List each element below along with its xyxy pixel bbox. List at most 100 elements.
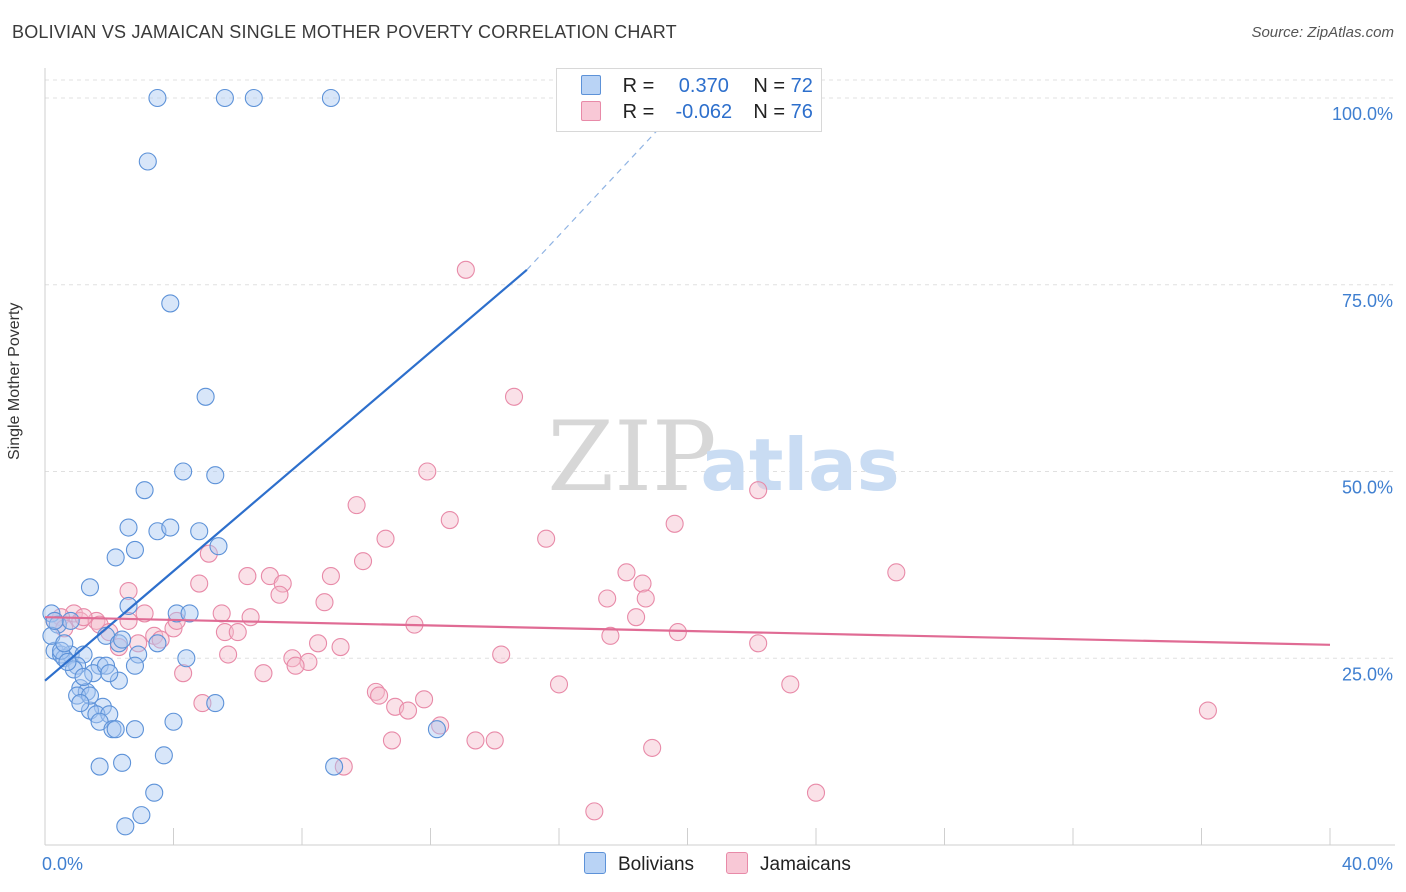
bolivian-point: [190, 522, 209, 541]
bolivian-point: [164, 712, 183, 731]
bolivian-point: [167, 604, 186, 623]
jamaican-point: [504, 387, 524, 406]
jamaican-point: [270, 585, 289, 604]
jamaican-point: [633, 574, 652, 593]
jamaican-point: [382, 731, 402, 750]
jamaican-point: [485, 731, 504, 750]
jamaican-point: [456, 260, 475, 279]
legend-n-value: 72: [790, 75, 813, 97]
chart-title: BOLIVIAN VS JAMAICAN SINGLE MOTHER POVER…: [12, 22, 677, 42]
bolivian-point: [74, 667, 93, 686]
jamaican-point: [643, 738, 662, 757]
x-tick-label: 0.0%: [42, 854, 83, 874]
bolivian-point: [132, 806, 151, 825]
trend-lines: [44, 97, 1331, 682]
bolivian-point: [106, 720, 125, 739]
legend-r-label: R =: [622, 75, 655, 97]
bolivians-trend-line: [44, 268, 528, 682]
bolivian-point: [109, 671, 128, 690]
jamaican-point: [627, 608, 646, 627]
jamaican-point: [238, 567, 257, 586]
legend-row-jamaicans: R = -0.062 N = 76: [581, 101, 813, 127]
jamaican-point: [415, 690, 434, 709]
jamaican-point: [219, 645, 238, 664]
bottom-legend-label: Bolivians: [618, 854, 695, 875]
watermark-atlas: atlas: [700, 423, 899, 507]
bolivians-points: [42, 88, 446, 836]
jamaican-point: [331, 637, 350, 657]
jamaican-point: [1198, 701, 1217, 720]
legend-n-value: 76: [790, 101, 813, 123]
jamaican-point: [887, 563, 906, 582]
y-axis-label: Single Mother Poverty: [6, 302, 23, 460]
source-label: Source: ZipAtlas.com: [1251, 24, 1394, 41]
axes: [44, 68, 1395, 846]
watermark-zip: ZIP: [547, 401, 716, 513]
jamaican-point: [617, 563, 636, 582]
jamaican-point: [273, 574, 292, 593]
jamaican-point: [598, 589, 617, 608]
bolivian-point: [244, 88, 263, 108]
bolivian-point: [161, 294, 180, 313]
legend-swatch-pink: [581, 101, 601, 121]
bottom-legend-bolivians: Bolivians: [584, 852, 694, 876]
jamaican-point: [537, 529, 556, 548]
jamaican-point: [119, 581, 138, 601]
bolivian-point: [113, 753, 132, 772]
legend-swatch-blue: [581, 75, 601, 95]
jamaican-point: [353, 552, 373, 571]
bolivian-point: [138, 152, 157, 171]
bolivian-point: [180, 604, 199, 623]
jamaican-point: [806, 783, 826, 802]
bolivian-point: [148, 634, 167, 653]
bolivian-point: [427, 720, 446, 739]
jamaican-point: [135, 604, 154, 623]
jamaican-point: [254, 664, 273, 683]
jamaican-point: [665, 514, 684, 533]
jamaican-point: [334, 757, 353, 776]
jamaican-point: [749, 634, 768, 653]
bolivian-point: [148, 88, 167, 108]
y-tick-label: 100.0%: [1332, 104, 1393, 124]
jamaican-point: [418, 462, 437, 481]
bolivian-point: [215, 88, 234, 108]
bolivian-point: [90, 757, 109, 776]
jamaican-point: [749, 481, 768, 500]
bolivian-point: [80, 686, 100, 705]
jamaican-point: [492, 645, 511, 664]
jamaican-point: [585, 802, 604, 821]
jamaican-point: [370, 686, 389, 705]
jamaican-point: [668, 623, 687, 642]
bolivian-point: [113, 630, 132, 649]
jamaicans-trend-line: [44, 616, 1331, 646]
legend-r-value: -0.062: [675, 101, 733, 123]
bolivian-point: [161, 518, 180, 537]
bolivian-point: [196, 387, 215, 406]
bolivian-point: [55, 634, 74, 653]
bolivian-point: [125, 720, 144, 739]
jamaican-point: [376, 529, 395, 548]
bolivian-point: [45, 611, 64, 630]
jamaican-point: [215, 623, 234, 642]
bolivian-point: [129, 645, 148, 664]
legend-r-value: 0.370: [678, 75, 729, 97]
bolivian-point: [206, 694, 225, 713]
legend-n-label: N =: [753, 101, 786, 123]
bolivian-point: [106, 548, 125, 567]
bolivian-point: [119, 518, 138, 537]
jamaican-point: [781, 675, 800, 694]
bolivian-point: [80, 578, 100, 597]
bolivian-point: [177, 649, 196, 668]
bolivian-point: [135, 481, 154, 500]
jamaican-point: [286, 656, 305, 675]
legend-r-label: R =: [622, 101, 655, 123]
x-tick-label: 40.0%: [1342, 854, 1393, 874]
jamaican-point: [193, 694, 212, 713]
bottom-legend-jamaicans: Jamaicans: [726, 852, 851, 876]
jamaican-point: [119, 611, 138, 630]
legend-n-label: N =: [753, 75, 786, 97]
y-tick-label: 75.0%: [1342, 291, 1393, 311]
jamaican-point: [549, 675, 569, 694]
jamaicans-points: [45, 260, 1217, 821]
